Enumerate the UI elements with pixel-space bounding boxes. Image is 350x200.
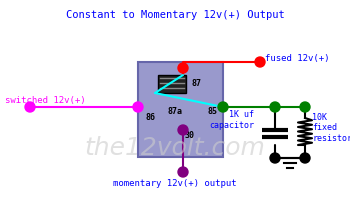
Text: 87a: 87a: [168, 106, 182, 116]
Text: the12volt.com: the12volt.com: [85, 136, 265, 160]
Circle shape: [178, 125, 188, 135]
Text: 30: 30: [185, 132, 195, 140]
Circle shape: [178, 167, 188, 177]
Circle shape: [270, 102, 280, 112]
Circle shape: [300, 102, 310, 112]
Circle shape: [270, 153, 280, 163]
Text: momentary 12v(+) output: momentary 12v(+) output: [113, 178, 237, 188]
Bar: [158, 75, 186, 93]
Text: Constant to Momentary 12v(+) Output: Constant to Momentary 12v(+) Output: [66, 10, 284, 20]
Circle shape: [300, 153, 310, 163]
Text: 85: 85: [208, 106, 218, 116]
Text: 87: 87: [191, 78, 201, 88]
Circle shape: [218, 102, 228, 112]
Text: fused 12v(+): fused 12v(+): [265, 53, 329, 62]
Circle shape: [255, 57, 265, 67]
Text: switched 12v(+): switched 12v(+): [5, 96, 86, 104]
Text: 10K
fixed
resistor: 10K fixed resistor: [312, 113, 350, 143]
Bar: [138, 62, 223, 157]
Circle shape: [25, 102, 35, 112]
Circle shape: [133, 102, 143, 112]
Circle shape: [178, 63, 188, 73]
Text: 86: 86: [145, 114, 155, 122]
Text: 1K uf
capacitor: 1K uf capacitor: [209, 110, 254, 130]
